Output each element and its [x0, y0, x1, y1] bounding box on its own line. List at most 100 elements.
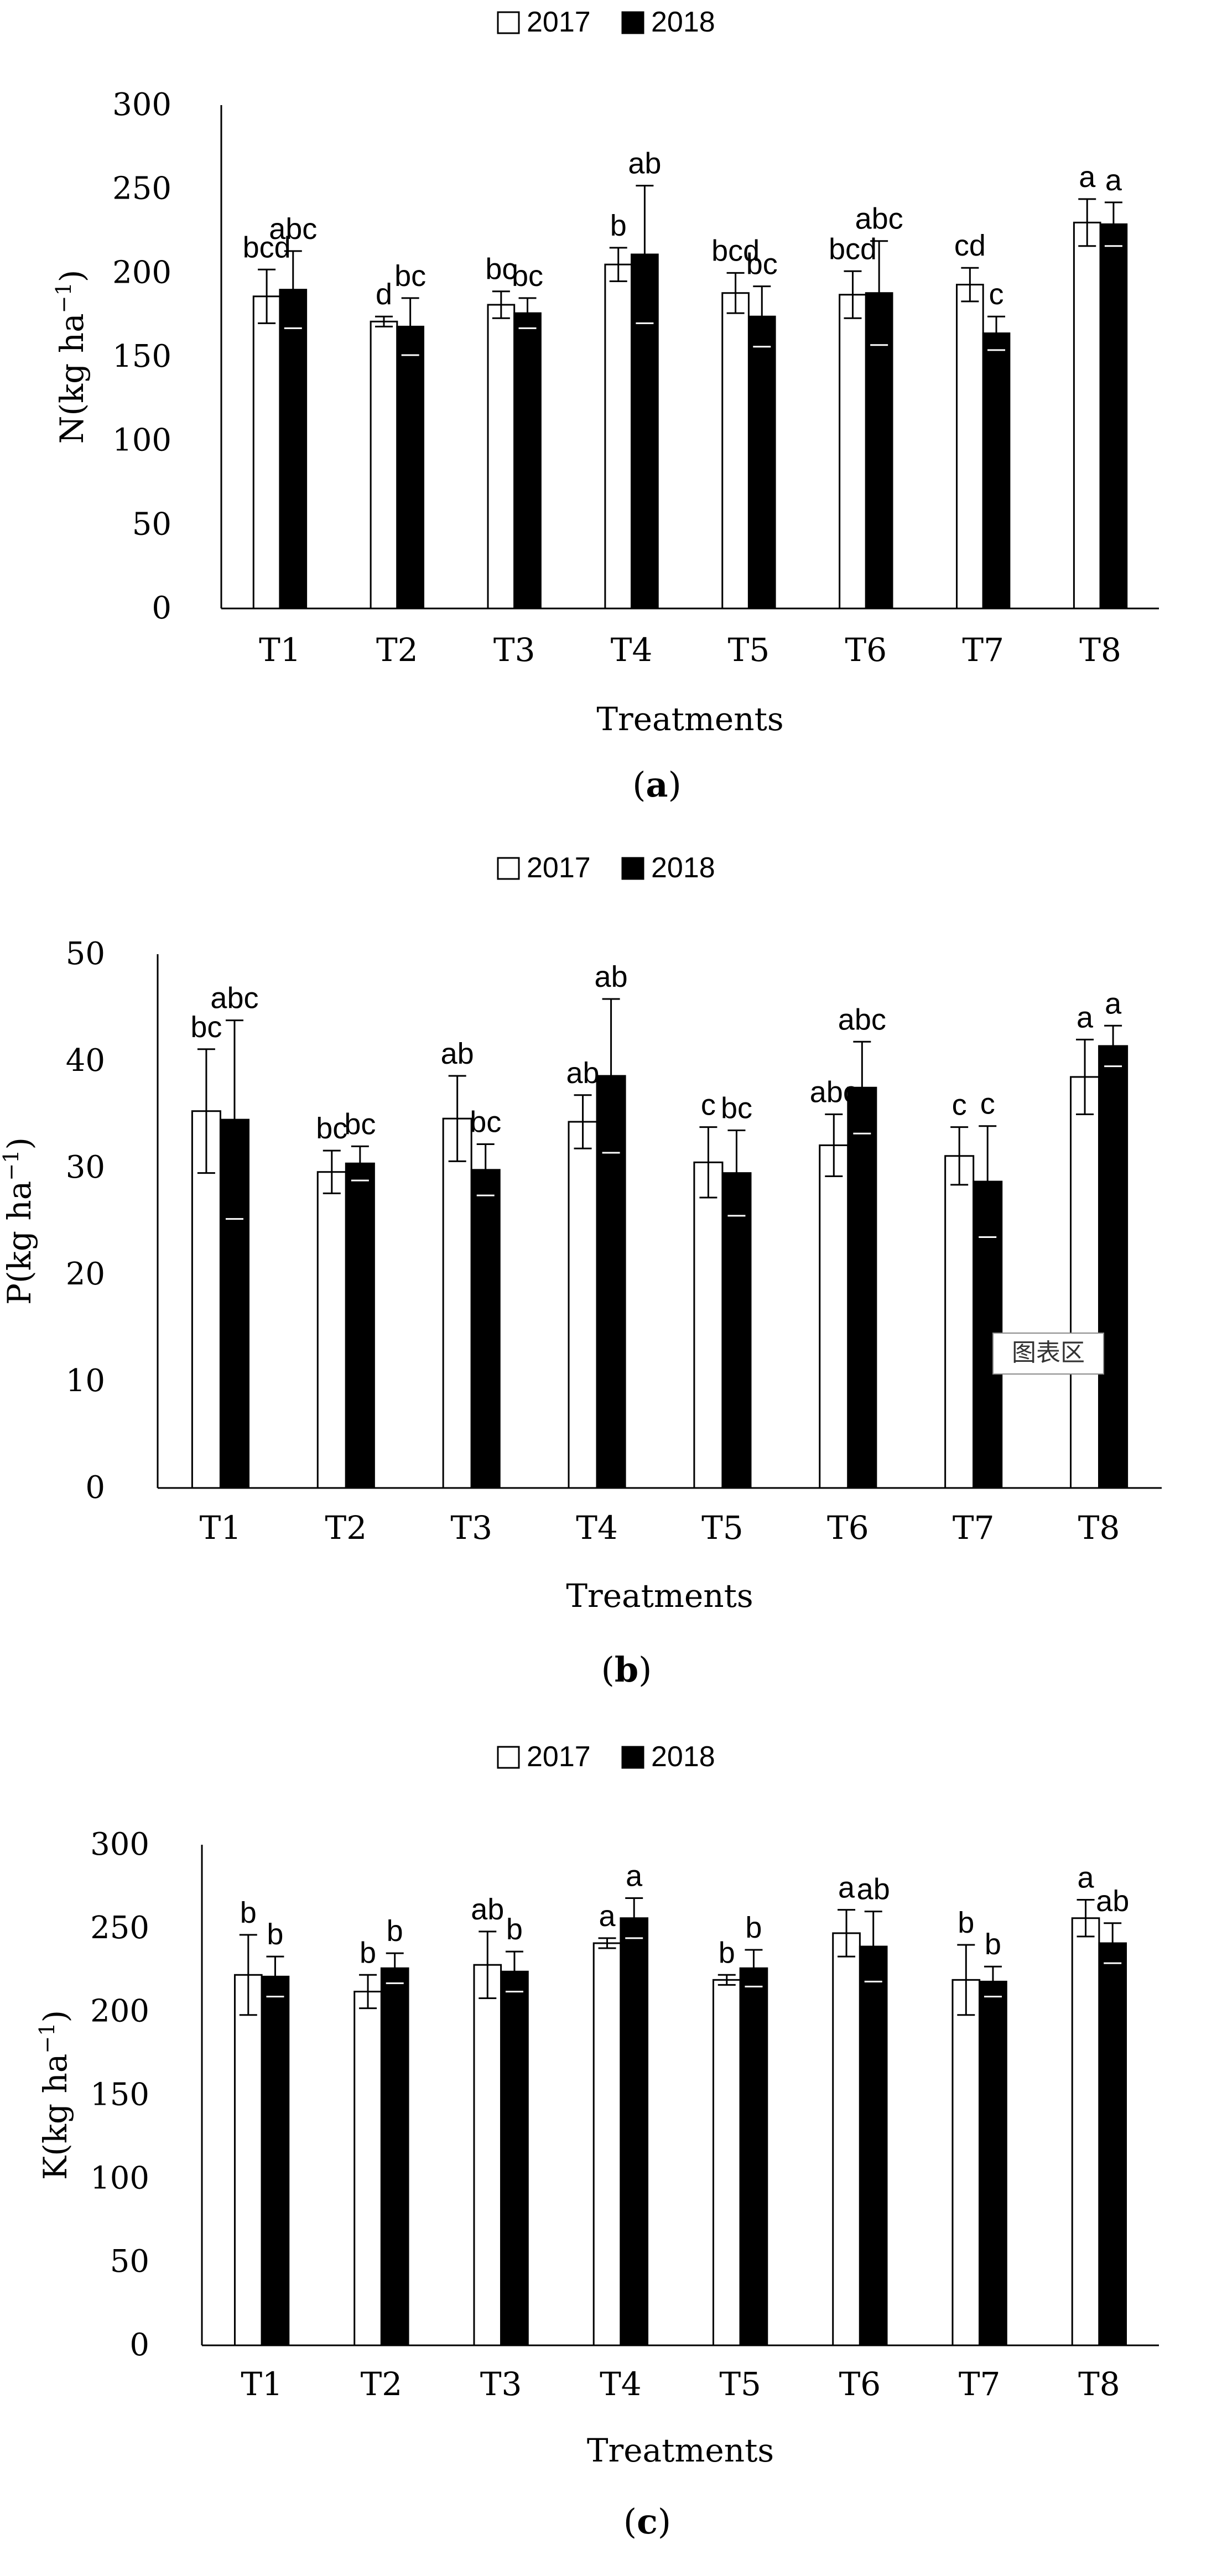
bar-2017-T3 [487, 304, 516, 610]
y-tick-label: 50 [132, 506, 171, 542]
significance-letter-2018-T3: bc [470, 1106, 501, 1139]
x-tick-label: T1 [259, 631, 301, 669]
x-tick-label: T8 [1078, 1509, 1120, 1547]
y-axis-title-superscript: −1 [35, 2023, 59, 2054]
panel-caption-open: ( [601, 1649, 615, 1690]
bar-2018-T1 [261, 1975, 290, 2346]
bar-2017-T4 [568, 1121, 598, 1489]
significance-letter-2018-T8: a [1105, 164, 1122, 197]
legend-label-2018: 2018 [651, 852, 715, 884]
bar-2017-T8 [1071, 1917, 1100, 2346]
y-tick-label: 200 [90, 1994, 149, 2029]
y-tick-label: 10 [66, 1363, 105, 1399]
y-tick-label: 150 [112, 339, 171, 374]
legend-swatch-2017 [497, 11, 520, 34]
bar-2018-T1 [279, 289, 308, 610]
legend-label-2018: 2018 [651, 1741, 715, 1773]
bar-2017-T3 [442, 1117, 472, 1489]
x-tick-label: T1 [241, 2365, 283, 2403]
x-tick-label: T8 [1078, 2365, 1120, 2403]
y-tick-label: 50 [110, 2244, 149, 2280]
y-tick-label: 0 [129, 2327, 149, 2363]
legend: 2017 2018 [497, 6, 715, 38]
bar-2017-T5 [721, 292, 750, 610]
significance-letter-2017-T7: b [958, 1906, 974, 1939]
x-tick-label: T2 [376, 631, 418, 669]
y-tick-label: 20 [66, 1256, 105, 1292]
x-tick-label: T5 [719, 2365, 761, 2403]
y-axis-title: N(kg ha−1) [51, 270, 91, 444]
significance-letter-2017-T1: bc [190, 1011, 222, 1044]
y-tick-label: 50 [66, 936, 105, 972]
y-axis-title-close: ) [1, 1137, 38, 1150]
chart-panel-1: 2017 2018 0 50 100 150 200 250 300 N(kg ha−1) Trea… [51, 6, 1159, 805]
legend-label-2017: 2017 [527, 1741, 591, 1773]
legend: 2017 2018 [497, 1741, 715, 1773]
x-tick-label: T4 [611, 631, 653, 669]
bar-2018-T7 [982, 332, 1011, 610]
y-tick-label: 0 [85, 1470, 105, 1506]
significance-letter-2017-T7: c [952, 1089, 967, 1122]
bar-2017-T8 [1073, 221, 1101, 610]
y-tick-label: 100 [90, 2160, 149, 2196]
y-tick-label: 0 [152, 590, 171, 626]
y-tick-label: 300 [112, 87, 171, 123]
bar-2018-T6 [859, 1945, 888, 2346]
significance-letter-2018-T5: b [745, 1911, 762, 1944]
bar-2018-T5 [739, 1967, 768, 2346]
x-tick-label: T3 [493, 631, 535, 669]
legend-label-2017: 2017 [527, 852, 591, 884]
bar-2018-T5 [721, 1172, 752, 1489]
x-tick-label: T2 [361, 2365, 403, 2403]
panel-caption: (b) [601, 1649, 652, 1690]
significance-letter-2018-T7: c [989, 278, 1004, 311]
axes: 0 10 20 30 40 50 P(kg ha−1) Treatments T1 T2 T3 T4 T… [0, 936, 1162, 1615]
bar-2017-T3 [473, 1964, 502, 2346]
bar-2017-T2 [370, 320, 398, 610]
significance-letter-2018-T8: a [1105, 987, 1122, 1020]
legend-swatch-2018 [621, 11, 644, 34]
x-tick-label: T6 [845, 631, 887, 669]
legend-swatch-2017 [497, 857, 520, 880]
significance-letter-2018-T4: ab [628, 147, 661, 180]
significance-letter-2017-T3: bc [485, 253, 517, 286]
legend-label-2017: 2017 [527, 6, 591, 38]
tooltip-text: 图表区 [1012, 1339, 1085, 1367]
bar-2018-T3 [513, 312, 542, 610]
bar-2017-T1 [233, 1974, 263, 2346]
bar-2018-T8 [1099, 223, 1128, 610]
y-axis-title-close: ) [53, 270, 91, 283]
bar-2017-T7 [951, 1979, 981, 2346]
legend: 2017 2018 [497, 852, 715, 884]
axes: 0 50 100 150 200 250 300 N(kg ha−1) Treatments T1… [51, 87, 1159, 738]
panel-caption-letter: c [637, 2501, 658, 2542]
panel-caption: (a) [632, 764, 682, 805]
chart-panel-2: 2017 2018 0 10 20 30 40 50 P(kg ha−1) Treatments T… [0, 852, 1162, 1690]
bar-2017-T7 [956, 284, 984, 610]
x-tick-label: T7 [959, 2365, 1001, 2403]
significance-letter-2017-T1: b [240, 1896, 257, 1929]
panel-caption: (c) [623, 2501, 671, 2542]
bar-2017-T7 [944, 1155, 975, 1489]
significance-letter-2017-T4: a [599, 1900, 616, 1933]
y-axis-title-close: ) [37, 2010, 74, 2023]
bar-2018-T3 [500, 1970, 529, 2346]
y-tick-label: 250 [112, 171, 171, 207]
significance-letter-2018-T7: b [985, 1928, 1001, 1961]
x-tick-label: T3 [450, 1509, 492, 1547]
significance-letter-2017-T4: ab [566, 1057, 600, 1090]
bar-2017-T2 [316, 1171, 347, 1489]
bar-2018-T7 [979, 1980, 1007, 2346]
x-tick-label: T7 [962, 631, 1004, 669]
bar-2017-T5 [712, 1979, 741, 2346]
x-tick-label: T5 [701, 1509, 743, 1547]
significance-letter-2017-T2: d [376, 278, 392, 311]
x-axis-title: Treatments [587, 2432, 774, 2469]
y-axis-title-main: K(kg ha [37, 2054, 74, 2181]
significance-letter-2018-T3: bc [512, 259, 543, 293]
chart-area-tooltip: 图表区 [992, 1333, 1104, 1375]
significance-letter-2018-T1: abc [269, 212, 317, 246]
